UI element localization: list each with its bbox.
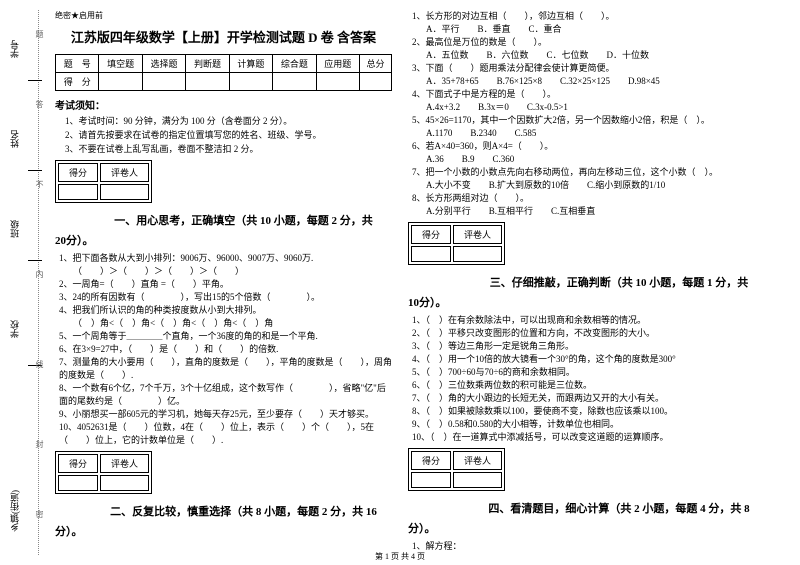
td: 得 分 — [56, 73, 99, 91]
th: 判断题 — [186, 55, 229, 73]
score-box: 得分评卷人 — [408, 448, 505, 491]
secret-label: 绝密★启用前 — [55, 10, 392, 21]
score-box: 得分评卷人 — [408, 222, 505, 265]
dotted-line — [38, 10, 39, 555]
q: 6、（ ）三位数乘两位数的积可能是三位数。 — [412, 379, 790, 392]
q-sub: （ ）角<（ ）角<（ ）角<（ ）角<（ ）角 — [73, 317, 392, 330]
seal-word: 线 — [34, 360, 45, 368]
opt: A.1170 B.2340 C.585 — [426, 127, 790, 140]
side-label-id: 学号 — [8, 40, 21, 58]
side-line — [28, 170, 42, 171]
section-4-tail: 分）。 — [408, 520, 790, 536]
opt: A.分别平行 B.互相平行 C.互相垂直 — [426, 205, 790, 218]
opt: A．五位数 B．六位数 C．七位数 D．十位数 — [426, 49, 790, 62]
q: 3、（ ）等边三角形一定是锐角三角形。 — [412, 340, 790, 353]
opt: A.36 B.9 C.360 — [426, 153, 790, 166]
q: 2、最高位是万位的数是（ ）。 — [412, 36, 790, 49]
q: 4、下面式子中是方程的是（ ）。 — [412, 88, 790, 101]
th: 选择题 — [142, 55, 185, 73]
section-1-title: 一、用心思考，正确填空（共 10 小题，每题 2 分，共 — [55, 212, 392, 228]
th: 填空题 — [99, 55, 142, 73]
page-title: 江苏版四年级数学【上册】开学检测试题 D 卷 含答案 — [55, 27, 392, 46]
q: 7、测量角的大小要用（ ），直角的度数是（ ），平角的度数是（ ），周角的度数是… — [59, 356, 392, 382]
q: 1、把下面各数从大到小排列：9006万、96000、9007万、9060万. — [59, 252, 392, 265]
side-label-school: 学校 — [8, 320, 21, 338]
q: 8、一个数有6个亿，7个千万，3个十亿组成，这个数写作（ ），省略"亿"后面的尾… — [59, 382, 392, 408]
seal-word: 不 — [34, 180, 45, 188]
q: 9、（ ）0.58和0.580的大小相等，计数单位也相同。 — [412, 418, 790, 431]
right-column: 1、长方形的对边互相（ ），邻边互相（ ）。 A．平行 B．垂直 C．重合 2、… — [400, 0, 800, 565]
notice-item: 1、考试时间：90 分钟，满分为 100 分（含卷面分 2 分）。 — [65, 114, 392, 128]
q: 1、长方形的对边互相（ ），邻边互相（ ）。 — [412, 10, 790, 23]
binding-column: 学号 姓名 班级 学校 乡镇(街道) 题 答 不 内 线 封 密 — [0, 0, 45, 565]
opt: A.4x+3.2 B.3x＝0 C.3x-0.5>1 — [426, 101, 790, 114]
q: 6、在3×9=27中，（ ）是（ ）和（ ）的倍数. — [59, 343, 392, 356]
notice-item: 3、不要在试卷上乱写乱画，卷面不整洁扣 2 分。 — [65, 142, 392, 156]
notice-item: 2、请首先按要求在试卷的指定位置填写您的姓名、班级、学号。 — [65, 128, 392, 142]
q: 10、（ ）在一道算式中添减括号，可以改变这道题的运算顺序。 — [412, 431, 790, 444]
side-label-town: 乡镇(街道) — [8, 490, 21, 532]
seal-word: 答 — [34, 100, 45, 108]
q: 5、一个周角等于＿＿＿＿个直角，一个36度的角的和是一个平角. — [59, 330, 392, 343]
score-table: 题 号 填空题 选择题 判断题 计算题 综合题 应用题 总分 得 分 — [55, 54, 392, 91]
seal-word: 题 — [34, 30, 45, 38]
q: 8、长方形两组对边（ ）。 — [412, 192, 790, 205]
q: 1、（ ）在有余数除法中，可以出现商和余数相等的情况。 — [412, 314, 790, 327]
left-column: 绝密★启用前 江苏版四年级数学【上册】开学检测试题 D 卷 含答案 题 号 填空… — [45, 0, 400, 565]
q: 5、（ ）700÷60与70÷6的商和余数相同。 — [412, 366, 790, 379]
side-line — [28, 260, 42, 261]
q: 2、一周角=（ ）直角 =（ ）平角。 — [59, 278, 392, 291]
side-label-name: 姓名 — [8, 130, 21, 148]
score-box: 得分评卷人 — [55, 451, 152, 494]
th: 综合题 — [273, 55, 316, 73]
q: 6、若A×40=360，则A×4=（ ）。 — [412, 140, 790, 153]
th: 总分 — [359, 55, 391, 73]
q: 8、（ ）如果被除数乘以100，要使商不变，除数也应该乘以100。 — [412, 405, 790, 418]
score-box: 得分评卷人 — [55, 160, 152, 203]
q: 3、24的所有因数有（ ），写出15的5个倍数（ ）。 — [59, 291, 392, 304]
q-sub: （ ）＞（ ）＞（ ）＞（ ） — [73, 265, 392, 278]
q: 10、4052631是（ ）位数，4在（ ）位上，表示（ ）个（ ），5在（ ）… — [59, 421, 392, 447]
opt: A．平行 B．垂直 C．重合 — [426, 23, 790, 36]
th: 应用题 — [316, 55, 359, 73]
seal-word: 封 — [34, 440, 45, 448]
q: 4、（ ）用一个10倍的放大镜看一个30°的角，这个角的度数是300° — [412, 353, 790, 366]
section-1-tail: 20分）。 — [55, 232, 392, 248]
th: 计算题 — [229, 55, 272, 73]
side-label-class: 班级 — [8, 220, 21, 238]
page-footer: 第 1 页 共 4 页 — [0, 551, 800, 562]
section-4-title: 四、看清题目，细心计算（共 2 小题，每题 4 分，共 8 — [408, 500, 790, 516]
td — [99, 73, 142, 91]
section-2-title: 二、反复比较，慎重选择（共 8 小题，每题 2 分，共 16 — [55, 503, 392, 519]
section-3-tail: 10分）。 — [408, 294, 790, 310]
section-2-tail: 分）。 — [55, 523, 392, 539]
opt: A．35+78+65 B.76×125×8 C.32×25×125 D.98×4… — [426, 75, 790, 88]
q: 3、下面（ ）题用乘法分配律会使计算更简便。 — [412, 62, 790, 75]
opt: A.大小不变 B.扩大到原数的10倍 C.缩小到原数的1/10 — [426, 179, 790, 192]
notice-heading: 考试须知： — [55, 97, 392, 112]
q: 2、（ ）平移只改变图形的位置和方向，不改变图形的大小。 — [412, 327, 790, 340]
side-line — [28, 80, 42, 81]
section-3-title: 三、仔细推敲，正确判断（共 10 小题，每题 1 分，共 — [408, 274, 790, 290]
q: 9、小丽想买一部605元的学习机，她每天存25元，至少要存（ ）天才够买。 — [59, 408, 392, 421]
seal-word: 内 — [34, 270, 45, 278]
q: 4、把我们所认识的角的种类按度数从小到大排列。 — [59, 304, 392, 317]
q: 5、45×26=1170，其中一个因数扩大2倍，另一个因数缩小2倍，积是（ ）。 — [412, 114, 790, 127]
th: 题 号 — [56, 55, 99, 73]
q: 7、把一个小数的小数点先向右移动两位，再向左移动三位，这个小数（ ）。 — [412, 166, 790, 179]
q: 7、（ ）角的大小跟边的长短无关，而跟两边又开的大小有关。 — [412, 392, 790, 405]
seal-word: 密 — [34, 510, 45, 518]
